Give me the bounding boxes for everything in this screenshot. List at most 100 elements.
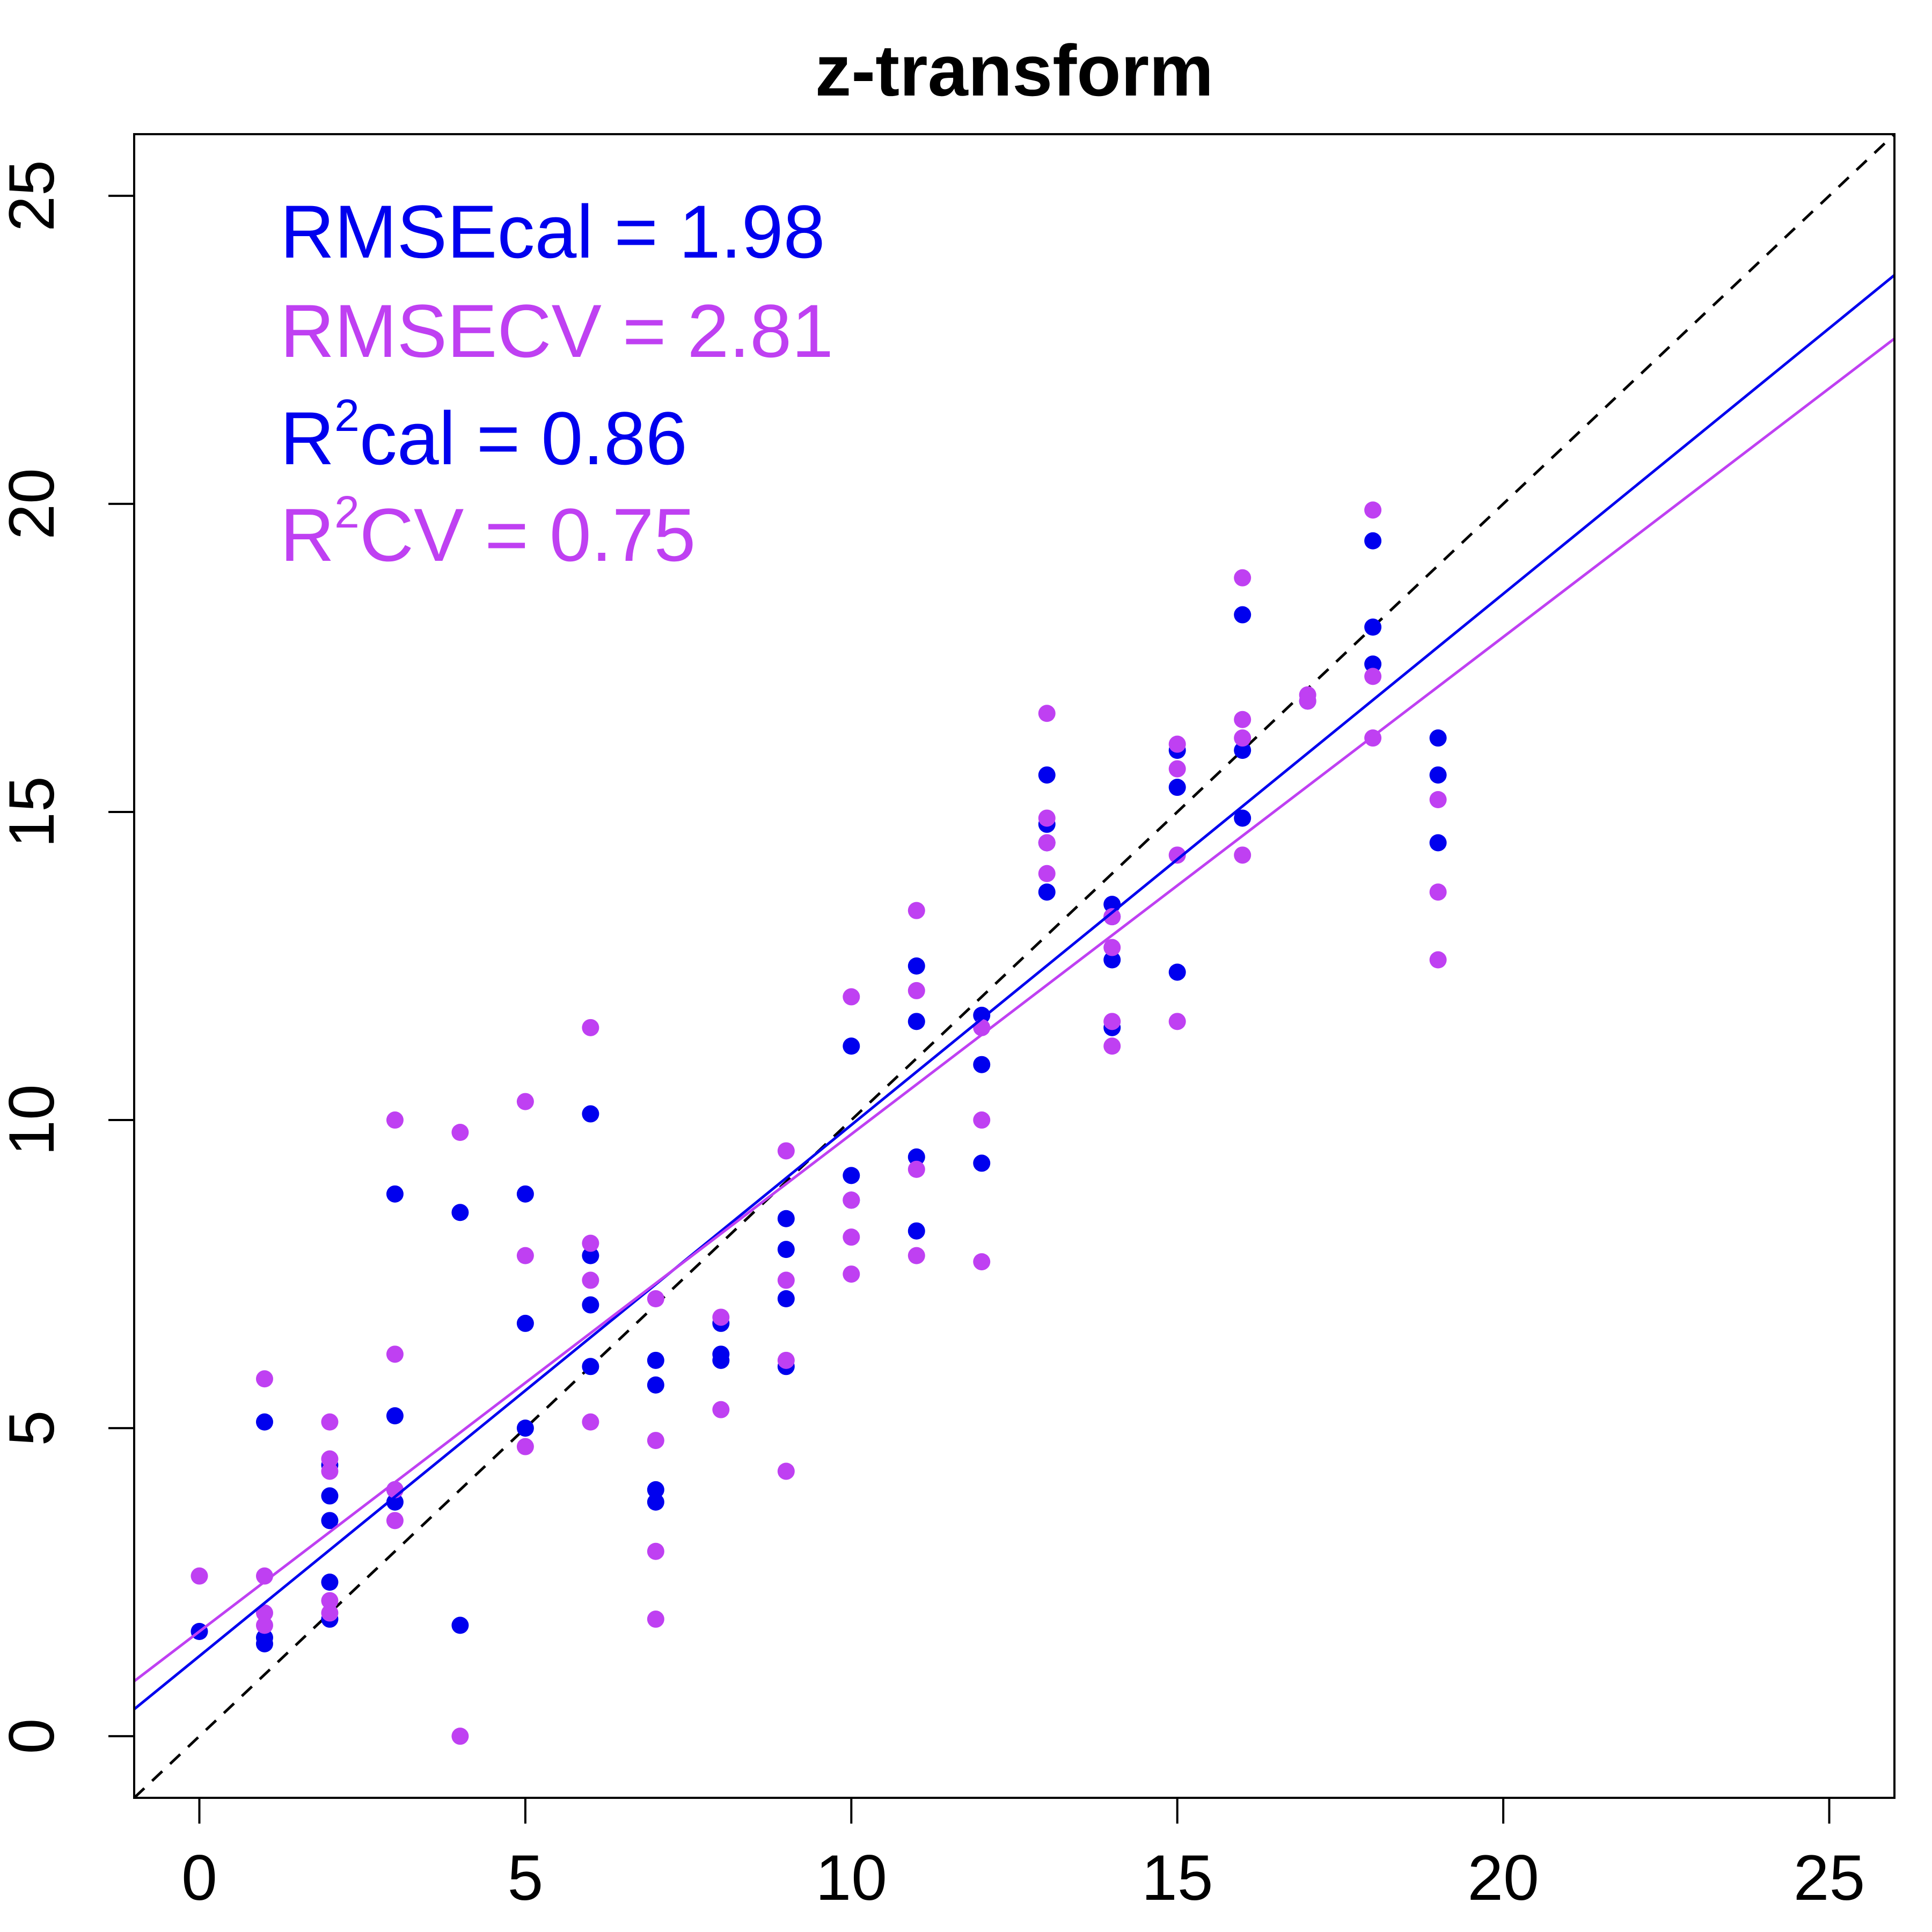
- data-point: [1168, 1013, 1186, 1030]
- y-tick-label: 0: [0, 1718, 68, 1754]
- data-point: [255, 1567, 273, 1585]
- data-point: [908, 982, 925, 999]
- data-point: [1234, 729, 1252, 747]
- data-point: [321, 1592, 339, 1609]
- data-point: [777, 1351, 795, 1369]
- data-point: [582, 1247, 599, 1264]
- data-point: [777, 1271, 795, 1289]
- data-point: [777, 1142, 795, 1160]
- data-point: [1364, 668, 1382, 685]
- y-tick-label: 10: [0, 1084, 68, 1155]
- data-point: [647, 1611, 664, 1628]
- data-point: [1429, 766, 1447, 784]
- data-point: [255, 1413, 273, 1431]
- data-point: [908, 1160, 925, 1178]
- data-point: [777, 1210, 795, 1227]
- data-point: [582, 1413, 599, 1431]
- data-point: [712, 1401, 730, 1418]
- x-tick-label: 25: [1794, 1842, 1865, 1914]
- data-point: [647, 1351, 664, 1369]
- data-point: [647, 1493, 664, 1511]
- data-point: [843, 1191, 860, 1209]
- data-point: [777, 1462, 795, 1480]
- data-point: [255, 1635, 273, 1652]
- data-point: [1429, 951, 1447, 969]
- data-point: [973, 1056, 991, 1073]
- data-point: [516, 1314, 534, 1332]
- data-point: [908, 1148, 925, 1166]
- x-tick-label: 15: [1141, 1842, 1213, 1914]
- data-point: [516, 1185, 534, 1203]
- data-point: [1038, 705, 1056, 722]
- data-point: [908, 902, 925, 919]
- y-tick-label: 20: [0, 468, 68, 539]
- data-point: [582, 1296, 599, 1314]
- data-point: [516, 1438, 534, 1455]
- data-point: [1364, 618, 1382, 636]
- data-point: [1364, 655, 1382, 673]
- data-point: [1038, 766, 1056, 784]
- x-tick-label: 0: [181, 1842, 217, 1914]
- data-point: [1103, 1013, 1121, 1030]
- data-point: [1168, 735, 1186, 753]
- data-point: [255, 1616, 273, 1634]
- data-point: [582, 1234, 599, 1252]
- data-point: [1234, 606, 1252, 624]
- stat-annotation: R2cal = 0.86: [280, 390, 687, 480]
- data-point: [1168, 760, 1186, 778]
- data-point: [1038, 809, 1056, 827]
- data-point: [777, 1290, 795, 1307]
- data-point: [843, 1037, 860, 1055]
- data-point: [712, 1351, 730, 1369]
- data-point: [321, 1512, 339, 1529]
- y-tick-label: 15: [0, 776, 68, 847]
- data-point: [386, 1512, 404, 1529]
- data-point: [1103, 908, 1121, 926]
- data-point: [516, 1093, 534, 1110]
- data-point: [321, 1462, 339, 1480]
- data-point: [1234, 711, 1252, 728]
- fit-line-2: [134, 337, 1894, 1682]
- data-point: [1038, 865, 1056, 882]
- data-point: [386, 1493, 404, 1511]
- data-point: [451, 1616, 469, 1634]
- data-point: [647, 1432, 664, 1450]
- data-point: [1364, 501, 1382, 519]
- data-point: [255, 1370, 273, 1388]
- data-point: [451, 1124, 469, 1141]
- y-tick-label: 25: [0, 160, 68, 231]
- data-point: [386, 1345, 404, 1363]
- data-point: [1429, 791, 1447, 808]
- data-point: [1103, 1037, 1121, 1055]
- data-point: [1103, 951, 1121, 969]
- data-point: [1103, 939, 1121, 956]
- data-point: [908, 1013, 925, 1030]
- data-point: [1168, 846, 1186, 864]
- data-point: [255, 1604, 273, 1622]
- data-point: [843, 988, 860, 1006]
- data-point: [908, 1222, 925, 1240]
- data-point: [386, 1407, 404, 1425]
- data-point: [973, 1111, 991, 1129]
- stat-annotation: R2CV = 0.75: [280, 487, 696, 577]
- data-point: [1234, 809, 1252, 827]
- data-point: [1038, 834, 1056, 852]
- data-point: [908, 957, 925, 975]
- data-point: [843, 1265, 860, 1283]
- data-point: [973, 1253, 991, 1271]
- data-point: [386, 1111, 404, 1129]
- x-tick-label: 20: [1467, 1842, 1539, 1914]
- data-point: [1168, 779, 1186, 796]
- data-point: [582, 1271, 599, 1289]
- chart-title: z-transform: [815, 30, 1214, 111]
- reference-line: [134, 134, 1894, 1798]
- data-point: [582, 1105, 599, 1123]
- data-point: [1234, 569, 1252, 587]
- data-point: [1234, 742, 1252, 759]
- data-point: [386, 1185, 404, 1203]
- data-point: [1429, 729, 1447, 747]
- data-point: [647, 1481, 664, 1498]
- data-point: [973, 1006, 991, 1024]
- data-point: [1234, 846, 1252, 864]
